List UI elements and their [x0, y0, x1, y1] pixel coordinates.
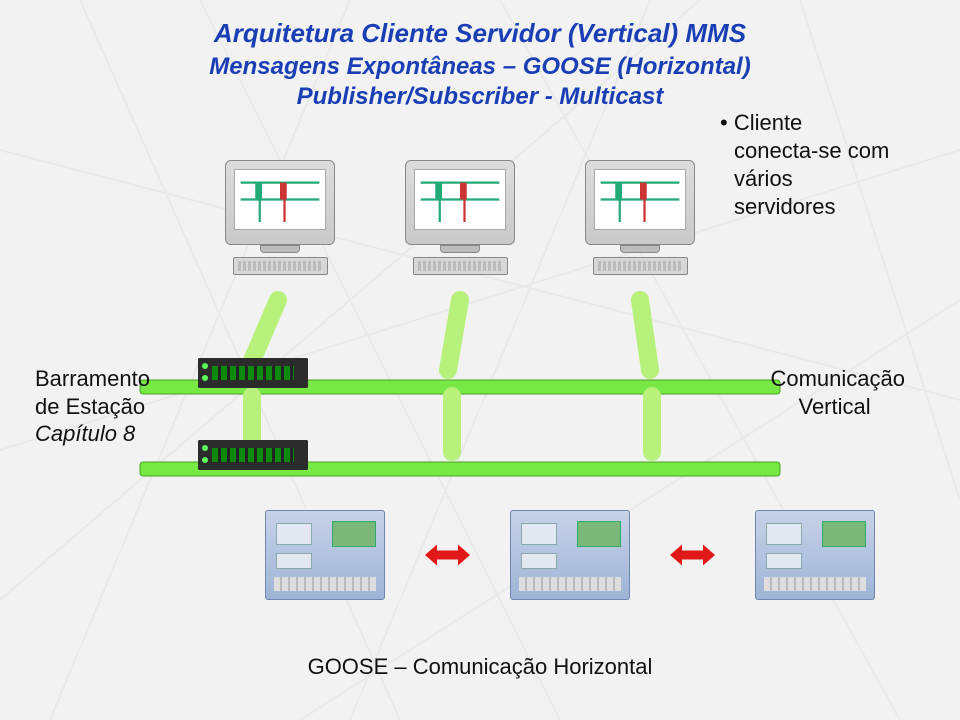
bus-label: Barramento de Estação Capítulo 8: [35, 365, 150, 448]
goose-arrow-icon: [425, 541, 470, 569]
keyboard: [593, 257, 688, 275]
keyboard: [233, 257, 328, 275]
title2-c: ): [743, 53, 751, 80]
monitor-screen: [594, 169, 686, 230]
bullet-4: servidores: [720, 194, 920, 220]
monitor-stand: [260, 245, 300, 253]
monitor-stand: [620, 245, 660, 253]
comm-label-2: Vertical: [770, 393, 905, 421]
comm-label-1: Comunicação: [770, 365, 905, 393]
ied-device: [265, 510, 385, 600]
bus-label-1: Barramento: [35, 365, 150, 393]
monitor-screen: [234, 169, 326, 230]
title2-a: Mensagens Expontâneas – GOOSE (: [209, 53, 625, 80]
keyboard: [413, 257, 508, 275]
title-line-3: Publisher/Subscriber - Multicast: [0, 83, 960, 111]
title-line-2: Mensagens Expontâneas – GOOSE (Horizonta…: [0, 53, 960, 81]
client-monitor: [220, 160, 340, 275]
ied-device: [510, 510, 630, 600]
bus-label-2: de Estação: [35, 393, 150, 421]
ied-device: [755, 510, 875, 600]
monitor-body: [225, 160, 335, 245]
monitor-body: [405, 160, 515, 245]
bullet-2: conecta-se com: [720, 138, 920, 164]
server-rack: [198, 440, 308, 470]
title-line-1: Arquitetura Cliente Servidor (Vertical) …: [0, 0, 960, 49]
client-monitor: [580, 160, 700, 275]
monitor-body: [585, 160, 695, 245]
monitor-row: [220, 160, 700, 275]
bus-label-3: Capítulo 8: [35, 420, 150, 448]
bullet-3: vários: [720, 166, 920, 192]
footer-label: GOOSE – Comunicação Horizontal: [0, 654, 960, 680]
server-rack: [198, 358, 308, 388]
bus-area: Barramento de Estação Capítulo 8 Comunic…: [0, 320, 960, 540]
bullet-1: • Cliente: [720, 110, 920, 136]
monitor-stand: [440, 245, 480, 253]
monitor-screen: [414, 169, 506, 230]
goose-arrow-icon: [670, 541, 715, 569]
client-monitor: [400, 160, 520, 275]
ied-row: [265, 510, 875, 600]
title2-b: Horizontal: [625, 53, 742, 80]
bullet-list: • Cliente conecta-se com vários servidor…: [720, 110, 920, 222]
comm-label: Comunicação Vertical: [770, 365, 905, 420]
